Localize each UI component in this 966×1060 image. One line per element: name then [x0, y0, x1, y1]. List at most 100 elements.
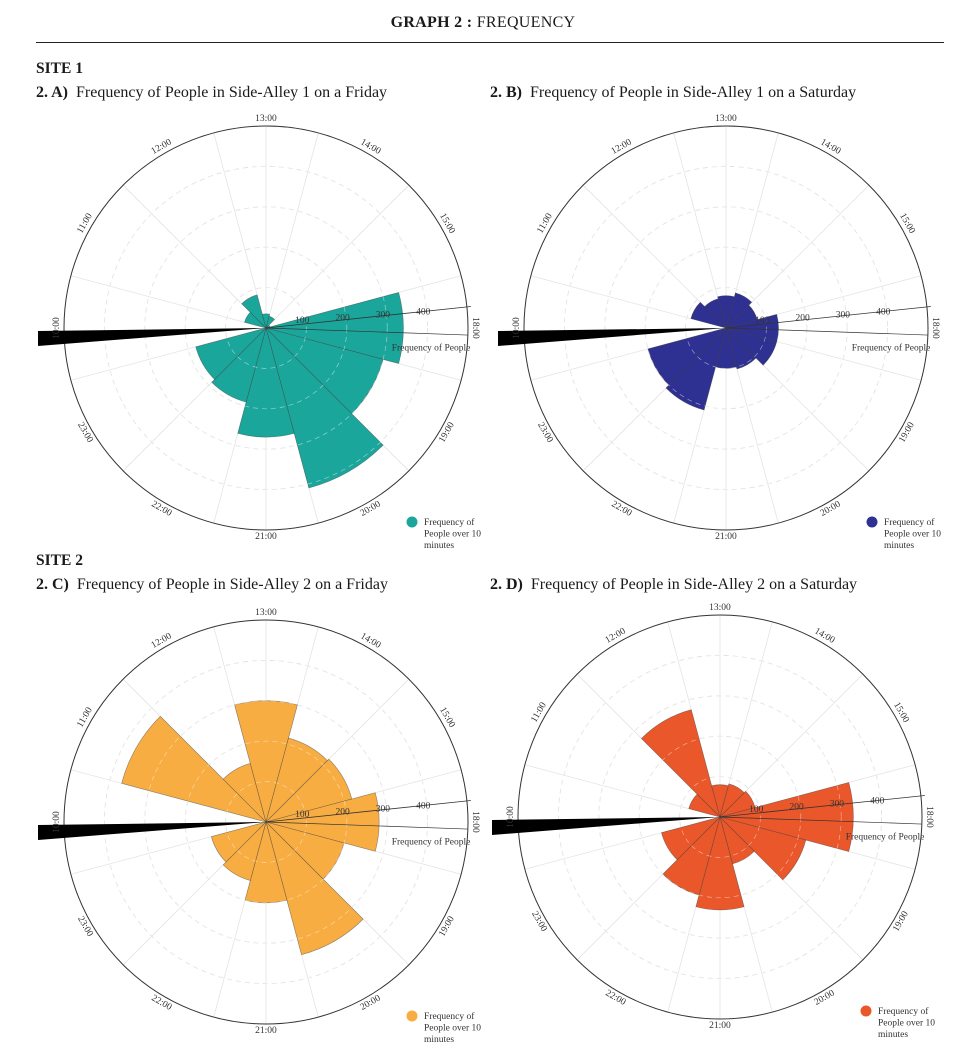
chart-number-d: 2. D): [490, 576, 523, 593]
start-marker: [498, 328, 726, 346]
radial-tick-label: 400: [870, 797, 885, 807]
hour-label: 21:00: [255, 532, 277, 542]
bar-1100: [690, 301, 728, 329]
bar-2300: [195, 327, 268, 380]
hour-label: 15:00: [437, 212, 457, 236]
hour-label: 23:00: [529, 910, 549, 934]
radial-axis: [725, 306, 931, 329]
graph-name: FREQUENCY: [476, 14, 576, 31]
start-marker: [38, 328, 266, 346]
radial-baseline: [719, 816, 922, 825]
bar-grid-overlay: [604, 206, 848, 450]
bar-grid-overlay: [644, 246, 808, 410]
site-1-heading: SITE 1: [36, 60, 83, 77]
outer-ring: [63, 619, 469, 1025]
hour-label: 10:00: [52, 317, 62, 339]
radial-tick-label: 400: [876, 308, 891, 318]
rose-chart-c: 100 200 300 400 Frequency of People 10:00 11:0…: [38, 608, 481, 1045]
outer-ring: [63, 125, 469, 531]
legend-label: People over 10: [424, 530, 481, 540]
radial-tick-label: 100: [295, 810, 310, 820]
hour-label: 11:00: [76, 212, 95, 236]
hour-label: 11:00: [536, 212, 555, 236]
hour-label: 15:00: [897, 212, 917, 236]
hour-label: 20:00: [359, 993, 383, 1013]
legend-label: Frequency of: [424, 517, 475, 528]
hour-label: 12:00: [150, 137, 174, 157]
hour-label: 12:00: [150, 631, 174, 651]
grid-spoke: [524, 764, 721, 818]
hour-label: 21:00: [715, 532, 737, 542]
hour-label: 20:00: [813, 988, 837, 1008]
hour-label: 23:00: [75, 915, 95, 939]
bar-grid-overlay: [104, 166, 428, 490]
radial-tick-label: 300: [376, 805, 391, 815]
hour-label: 10:00: [512, 317, 522, 339]
bar-2200: [665, 326, 727, 411]
grid-spoke: [265, 184, 410, 329]
hour-label: 18:00: [470, 811, 480, 833]
chart-title-b: 2. B) Frequency of People in Side-Alley 1…: [490, 84, 856, 102]
hour-label: 21:00: [255, 1026, 277, 1036]
radial-axis: [265, 800, 471, 823]
legend-swatch: [866, 516, 878, 528]
outer-ring: [517, 614, 923, 1020]
hour-label: 13:00: [709, 603, 731, 613]
bar-grid-overlay: [144, 700, 388, 944]
hour-label: 12:00: [604, 626, 628, 646]
hour-label: 11:00: [530, 701, 549, 725]
legend-swatch: [860, 1005, 872, 1017]
bar-2200: [222, 820, 267, 881]
legend-swatch: [406, 1010, 418, 1022]
bar-2300: [211, 821, 268, 863]
legend-label: People over 10: [424, 1024, 481, 1034]
legend-label: minutes: [884, 541, 914, 551]
radial-tick-label: 100: [295, 316, 310, 326]
radial-baseline: [265, 821, 468, 830]
hour-label: 13:00: [255, 608, 277, 618]
chart-name-d: Frequency of People in Side-Alley 2 on a…: [530, 576, 858, 593]
legend-label: People over 10: [884, 530, 941, 540]
bar-grid-overlay: [685, 287, 767, 369]
bar-1100: [121, 715, 268, 823]
bar-1300: [261, 313, 271, 330]
radial-tick-label: 200: [795, 313, 810, 323]
hour-label: 18:00: [924, 806, 934, 828]
bar-1800: [264, 792, 380, 852]
legend-label: minutes: [424, 1035, 454, 1045]
bar-2200: [211, 326, 267, 403]
hour-label: 13:00: [255, 114, 277, 124]
hour-label: 15:00: [891, 701, 911, 725]
hour-label: 18:00: [930, 317, 940, 339]
hour-label: 19:00: [437, 915, 457, 939]
chart-number-c: 2. C): [36, 576, 69, 593]
hour-label: 14:00: [359, 137, 383, 157]
hour-label: 23:00: [75, 421, 95, 445]
bar-grid-overlay: [598, 695, 842, 939]
hour-label: 14:00: [813, 626, 837, 646]
bar-1800: [718, 782, 854, 852]
bar-1200: [241, 294, 267, 330]
radial-tick-label: 300: [830, 800, 845, 810]
bar-1900: [724, 327, 778, 366]
bar-2000: [725, 326, 757, 370]
bar-grid-overlay: [184, 740, 348, 904]
bar-2100: [237, 326, 295, 438]
hour-label: 19:00: [891, 910, 911, 934]
rose-chart-b: 100 200 300 400 Frequency of People 10:00 11:0…: [498, 114, 941, 551]
bar-1400: [265, 315, 275, 330]
grid-spoke: [70, 275, 267, 329]
hour-label: 21:00: [709, 1021, 731, 1031]
start-marker: [38, 822, 266, 840]
hour-label: 20:00: [359, 499, 383, 519]
legend-label: minutes: [878, 1030, 908, 1040]
radial-baseline: [725, 327, 928, 336]
bar-1800: [264, 292, 404, 364]
radial-axis: [719, 795, 925, 818]
chart-number-b: 2. B): [490, 84, 522, 101]
bar-grid-overlay: [225, 287, 307, 369]
legend-swatch: [406, 516, 418, 528]
radial-tick-label: 100: [749, 805, 764, 815]
hour-label: 22:00: [150, 993, 174, 1013]
grid-spoke: [673, 132, 727, 329]
